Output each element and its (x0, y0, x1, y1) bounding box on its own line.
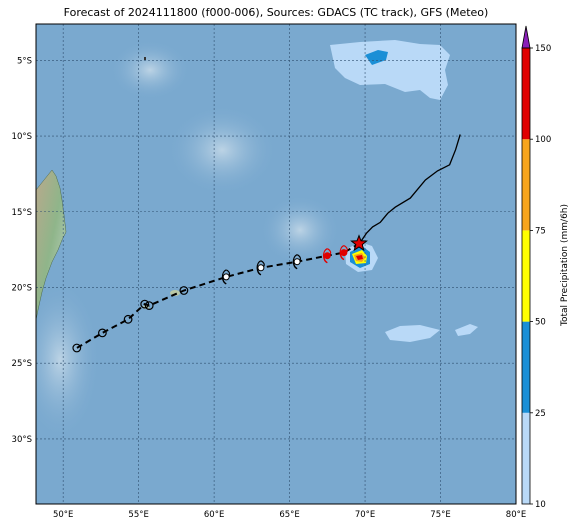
forecast-point-tc-black (292, 254, 301, 270)
forecast-track-symbols (72, 245, 348, 353)
colorbar-tick-label: 150 (535, 44, 551, 54)
precip-south-east (385, 324, 478, 342)
forecast-point-tc-black (221, 269, 231, 285)
x-tick-label: 50°E (53, 510, 73, 520)
forecast-point-circle (140, 299, 150, 309)
precip-storm-core (345, 242, 378, 272)
colorbar-segment (522, 230, 530, 322)
cloud-haze (36, 280, 100, 440)
forecast-point-circle (123, 314, 133, 324)
colorbar-segment (522, 48, 530, 140)
precip-north (330, 40, 450, 100)
y-tick-label: 20°S (12, 283, 32, 293)
forecast-point-circle (72, 343, 82, 353)
colorbar-frame (521, 47, 531, 505)
madagascar-landmass (36, 169, 67, 321)
x-tick-labels: 50°E 55°E 60°E 65°E 70°E 75°E 80°E (53, 510, 526, 520)
cloud-haze (167, 105, 277, 195)
precip-colorbar: 10 25 50 75 100 150 (521, 25, 551, 510)
y-tick-label: 5°S (17, 56, 32, 66)
forecast-point-tc-black (256, 260, 265, 276)
grid-lines (36, 24, 516, 504)
y-tick-label: 10°S (12, 132, 32, 142)
x-tick-label: 65°E (279, 510, 299, 520)
colorbar-tick-label: 25 (535, 409, 546, 419)
x-tick-label: 55°E (128, 510, 148, 520)
forecast-point-circle (98, 328, 107, 338)
colorbar-segment (522, 412, 530, 504)
colorbar-tick-label: 75 (535, 226, 546, 236)
island (144, 57, 146, 60)
colorbar-label: Total Precipitation (mm/6h) (560, 204, 570, 327)
colorbar-tick-label: 10 (535, 500, 546, 510)
colorbar-tick-label: 100 (535, 135, 551, 145)
cloud-haze (110, 40, 190, 100)
x-tick-label: 75°E (430, 510, 450, 520)
forecast-point-circle (144, 301, 154, 311)
y-tick-label: 15°S (12, 208, 32, 218)
colorbar-tick-label: 50 (535, 318, 546, 328)
y-tick-label: 25°S (12, 359, 32, 369)
x-tick-label: 80°E (506, 510, 526, 520)
forecast-point-circle (179, 286, 189, 295)
colorbar-segment (522, 139, 530, 231)
ocean-background (36, 24, 516, 504)
forecast-point-tc-red (339, 245, 348, 261)
current-position-star (350, 234, 368, 252)
x-tick-label: 60°E (204, 510, 224, 520)
colorbar-extend-arrow (521, 25, 531, 49)
map-title: Forecast of 2024111800 (f000-006), Sourc… (63, 6, 489, 19)
cloud-haze (260, 195, 340, 265)
forecast-point-tc-red (322, 248, 332, 264)
y-tick-label: 30°S (12, 435, 32, 445)
x-tick-label: 70°E (355, 510, 375, 520)
colorbar-segment (522, 321, 530, 413)
y-tick-labels: 5°S 10°S 15°S 20°S 25°S 30°S (12, 56, 32, 445)
observed-track-line (359, 134, 461, 243)
map-frame (35, 23, 517, 505)
